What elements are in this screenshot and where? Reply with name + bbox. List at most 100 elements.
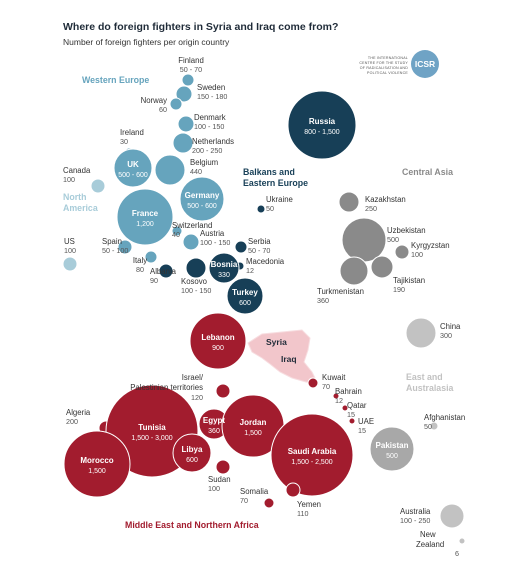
label-value-afghanistan: 50 — [424, 422, 432, 431]
label-name-turkey: Turkey — [232, 288, 258, 297]
label-name-france: France — [132, 209, 159, 218]
bubble-italy — [144, 250, 158, 264]
label-value-france: 1,200 — [136, 221, 154, 228]
label-value-macedonia: 12 — [246, 266, 254, 275]
bubble-qatar — [341, 404, 349, 412]
label-value-qatar: 15 — [347, 410, 355, 419]
label-name-macedonia: Macedonia — [246, 257, 285, 266]
region-label-central-asia: Central Asia — [402, 167, 453, 177]
region-label-balkans-and-eastern-europe-2: Eastern Europe — [243, 178, 308, 188]
label-name-serbia: Serbia — [248, 237, 271, 246]
bubble-pakistan — [369, 426, 415, 472]
icsr-logo-disc — [411, 50, 439, 78]
label-value-germany: 500 - 600 — [187, 203, 217, 210]
icsr-logo-acronym: ICSR — [415, 59, 435, 69]
label-value-yemen: 110 — [297, 509, 308, 518]
label-name-somalia: Somalia — [240, 487, 269, 496]
icsr-logo: ICSR THE INTERNATIONAL CENTRE FOR THE ST… — [359, 50, 439, 78]
label-name-ukraine: Ukraine — [266, 195, 293, 204]
label-name-afghanistan: Afghanistan — [424, 413, 465, 422]
label-value-kyrgyzstan: 100 — [411, 250, 423, 259]
label-name-sweden: Sweden — [197, 83, 225, 92]
label-value-ukraine: 50 — [266, 204, 274, 213]
label-value-austria: 100 - 150 — [200, 238, 230, 247]
syria-iraq-shape: Syria Iraq — [247, 329, 319, 385]
label-name-italy: Italy — [133, 256, 147, 265]
label-value-uk: 500 - 600 — [118, 172, 148, 179]
label-name-jordan: Jordan — [240, 418, 267, 427]
bubble-serbia — [234, 240, 248, 254]
bubble-uk — [113, 148, 153, 188]
region-label-north-america-2: America — [63, 203, 98, 213]
bubble-austria — [182, 233, 200, 251]
bubble-kosovo — [185, 257, 207, 279]
chart-subtitle: Number of foreign fighters per origin co… — [63, 37, 230, 47]
label-name-israel-palestinian-territories-2: Palestinian territories — [130, 383, 203, 392]
label-name-new-zealand: New — [420, 530, 436, 539]
label-name-albania: Albania — [150, 267, 177, 276]
label-value-canada: 100 — [63, 175, 75, 184]
icsr-logo-line-2: CENTRE FOR THE STUDY — [359, 61, 408, 65]
bubble-china — [405, 317, 437, 349]
label-value-tunisia: 1,500 - 3,000 — [131, 435, 172, 442]
label-name-uk: UK — [127, 160, 139, 169]
label-name-turkmenistan: Turkmenistan — [317, 287, 364, 296]
bubble-bosnia — [208, 252, 240, 284]
label-value-jordan: 1,500 — [244, 430, 262, 437]
label-value-lebanon: 900 — [212, 345, 224, 352]
label-name-tajikistan: Tajikistan — [393, 276, 425, 285]
label-name-lebanon: Lebanon — [201, 333, 234, 342]
label-name-egypt: Egypt — [203, 416, 226, 425]
label-value-saudi-arabia: 1,500 - 2,500 — [291, 459, 332, 466]
label-value-turkmenistan: 360 — [317, 296, 329, 305]
bubble-bahrain — [332, 392, 340, 400]
bubble-spain — [117, 239, 133, 255]
label-name-belgium: Belgium — [190, 158, 218, 167]
label-value-belgium: 440 — [190, 167, 202, 176]
bubble-australia — [439, 503, 465, 529]
bubble-saudi-arabia — [270, 413, 354, 497]
bubble-albania — [158, 263, 174, 279]
bubble-uae — [348, 417, 356, 425]
bubble-finland — [181, 73, 195, 87]
bubble-france — [116, 188, 174, 246]
label-name-kosovo: Kosovo — [181, 277, 208, 286]
label-value-uae: 15 — [358, 426, 366, 435]
label-name-saudi-arabia: Saudi Arabia — [288, 447, 337, 456]
label-value-kazakhstan: 250 — [365, 204, 377, 213]
label-name-bahrain: Bahrain — [335, 387, 362, 396]
label-value-kuwait: 70 — [322, 382, 330, 391]
bubble-afghanistan — [429, 421, 439, 431]
label-name-kuwait: Kuwait — [322, 373, 346, 382]
label-value-netherlands: 200 - 250 — [192, 146, 222, 155]
label-name-finland: Finland — [178, 56, 204, 65]
bubble-yemen — [285, 482, 301, 498]
bubble-kazakhstan — [338, 191, 360, 213]
bubble-tajikistan — [370, 255, 394, 279]
label-name-sudan: Sudan — [208, 475, 231, 484]
label-value-egypt: 360 — [208, 428, 220, 435]
label-value-israel-palestinian-territories: 120 — [191, 393, 203, 402]
region-label-east-and-australasia-2: Australasia — [406, 383, 454, 393]
region-label-western-europe: Western Europe — [82, 75, 149, 85]
label-value-morocco: 1,500 — [88, 468, 106, 475]
label-value-sweden: 150 - 180 — [197, 92, 227, 101]
label-name-tunisia: Tunisia — [138, 423, 166, 432]
bubble-somalia — [263, 497, 275, 509]
label-value-somalia: 70 — [240, 496, 248, 505]
bubble-germany — [179, 176, 225, 222]
bubble-netherlands — [172, 132, 194, 154]
label-value-uzbekistan: 500 — [387, 235, 399, 244]
label-name-germany: Germany — [185, 191, 220, 200]
label-value-finland: 50 - 70 — [180, 65, 202, 74]
label-name-denmark: Denmark — [194, 113, 226, 122]
label-value-pakistan: 500 — [386, 453, 398, 460]
label-value-denmark: 100 - 150 — [194, 122, 224, 131]
label-value-turkey: 600 — [239, 300, 251, 307]
label-name-kyrgyzstan: Kyrgyzstan — [411, 241, 450, 250]
bubble-turkey — [226, 277, 264, 315]
chart-title: Where do foreign fighters in Syria and I… — [63, 21, 338, 33]
destination-label-syria: Syria — [266, 337, 287, 347]
icsr-logo-line-1: THE INTERNATIONAL — [368, 56, 408, 60]
